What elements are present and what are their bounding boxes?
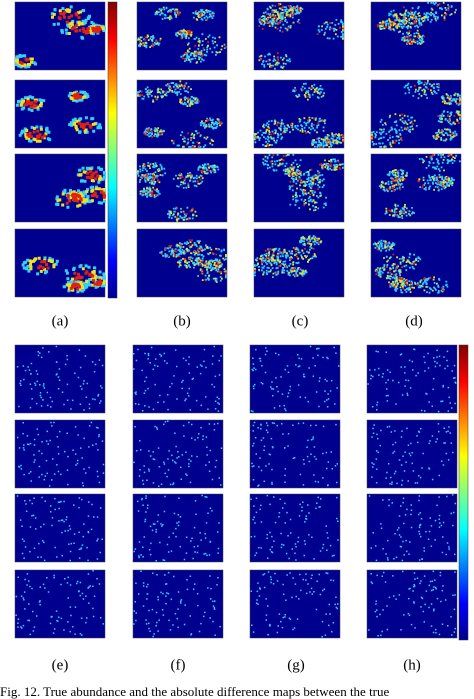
heatmap-blob	[380, 154, 456, 217]
heatmap	[14, 419, 106, 489]
heatmap	[136, 228, 228, 298]
heatmap	[14, 344, 106, 414]
heatmap-blob	[250, 345, 340, 413]
heatmap-blob	[18, 10, 102, 65]
subfigure-label: (e)	[52, 657, 69, 673]
heatmap-blob	[269, 154, 342, 207]
heatmap-blob	[65, 169, 106, 205]
heatmap	[132, 419, 224, 489]
heatmap-blob	[137, 82, 223, 148]
subfigure-label: (h)	[403, 657, 421, 673]
heatmap-blob	[368, 570, 456, 637]
colorbar	[458, 344, 469, 641]
heatmap	[249, 569, 341, 639]
heatmap-blob	[56, 168, 106, 208]
subfigure-label: (a)	[52, 313, 69, 329]
heatmap-blob	[385, 154, 452, 217]
heatmap-blob	[262, 154, 344, 212]
subfigure-label: (b)	[173, 313, 191, 329]
heatmap-blob	[15, 8, 105, 68]
heatmap	[14, 569, 106, 639]
heatmap-blob	[371, 80, 461, 148]
heatmap-blob	[254, 238, 320, 277]
heatmap-blob	[37, 260, 103, 291]
colorbar	[107, 1, 118, 299]
heatmap-blob	[254, 236, 322, 277]
heatmap	[14, 493, 106, 563]
heatmap-blob	[137, 162, 220, 221]
heatmap	[249, 419, 341, 489]
heatmap-blob	[254, 235, 323, 278]
heatmap-blob	[171, 241, 227, 283]
heatmap	[249, 493, 341, 563]
subfigure-label: (c)	[292, 313, 309, 329]
heatmap	[132, 493, 224, 563]
heatmap-blob	[28, 256, 106, 292]
heatmap-blob	[16, 495, 103, 562]
heatmap-blob	[258, 4, 344, 70]
heatmap-blob	[378, 154, 461, 219]
heatmap-blob	[21, 256, 107, 294]
heatmap	[132, 344, 224, 414]
heatmap-blob	[371, 80, 461, 148]
subfigure-label: (g)	[287, 657, 305, 673]
subfigure-label: (d)	[405, 313, 423, 329]
caption: Fig. 12. True abundance and the absolute…	[0, 684, 390, 699]
heatmap-blob	[133, 420, 223, 487]
heatmap-blob	[141, 164, 214, 221]
heatmap-blob	[15, 5, 106, 69]
heatmap-blob	[16, 421, 105, 487]
heatmap-blob	[375, 242, 444, 292]
heatmap	[366, 569, 458, 639]
heatmap-blob	[133, 494, 220, 562]
heatmap-blob	[133, 345, 222, 412]
heatmap	[366, 419, 458, 489]
heatmap-blob	[137, 6, 226, 63]
heatmap-blob	[137, 80, 221, 148]
heatmap-blob	[264, 154, 342, 211]
heatmap-blob	[23, 92, 93, 140]
heatmap-blob	[254, 82, 344, 148]
heatmap-blob	[19, 91, 97, 143]
heatmap	[253, 79, 345, 149]
heatmap	[14, 228, 106, 298]
heatmap-blob	[377, 3, 450, 45]
heatmap	[366, 344, 458, 414]
heatmap-blob	[367, 348, 457, 413]
heatmap	[249, 344, 341, 414]
subfigure-label: (f)	[171, 657, 186, 673]
